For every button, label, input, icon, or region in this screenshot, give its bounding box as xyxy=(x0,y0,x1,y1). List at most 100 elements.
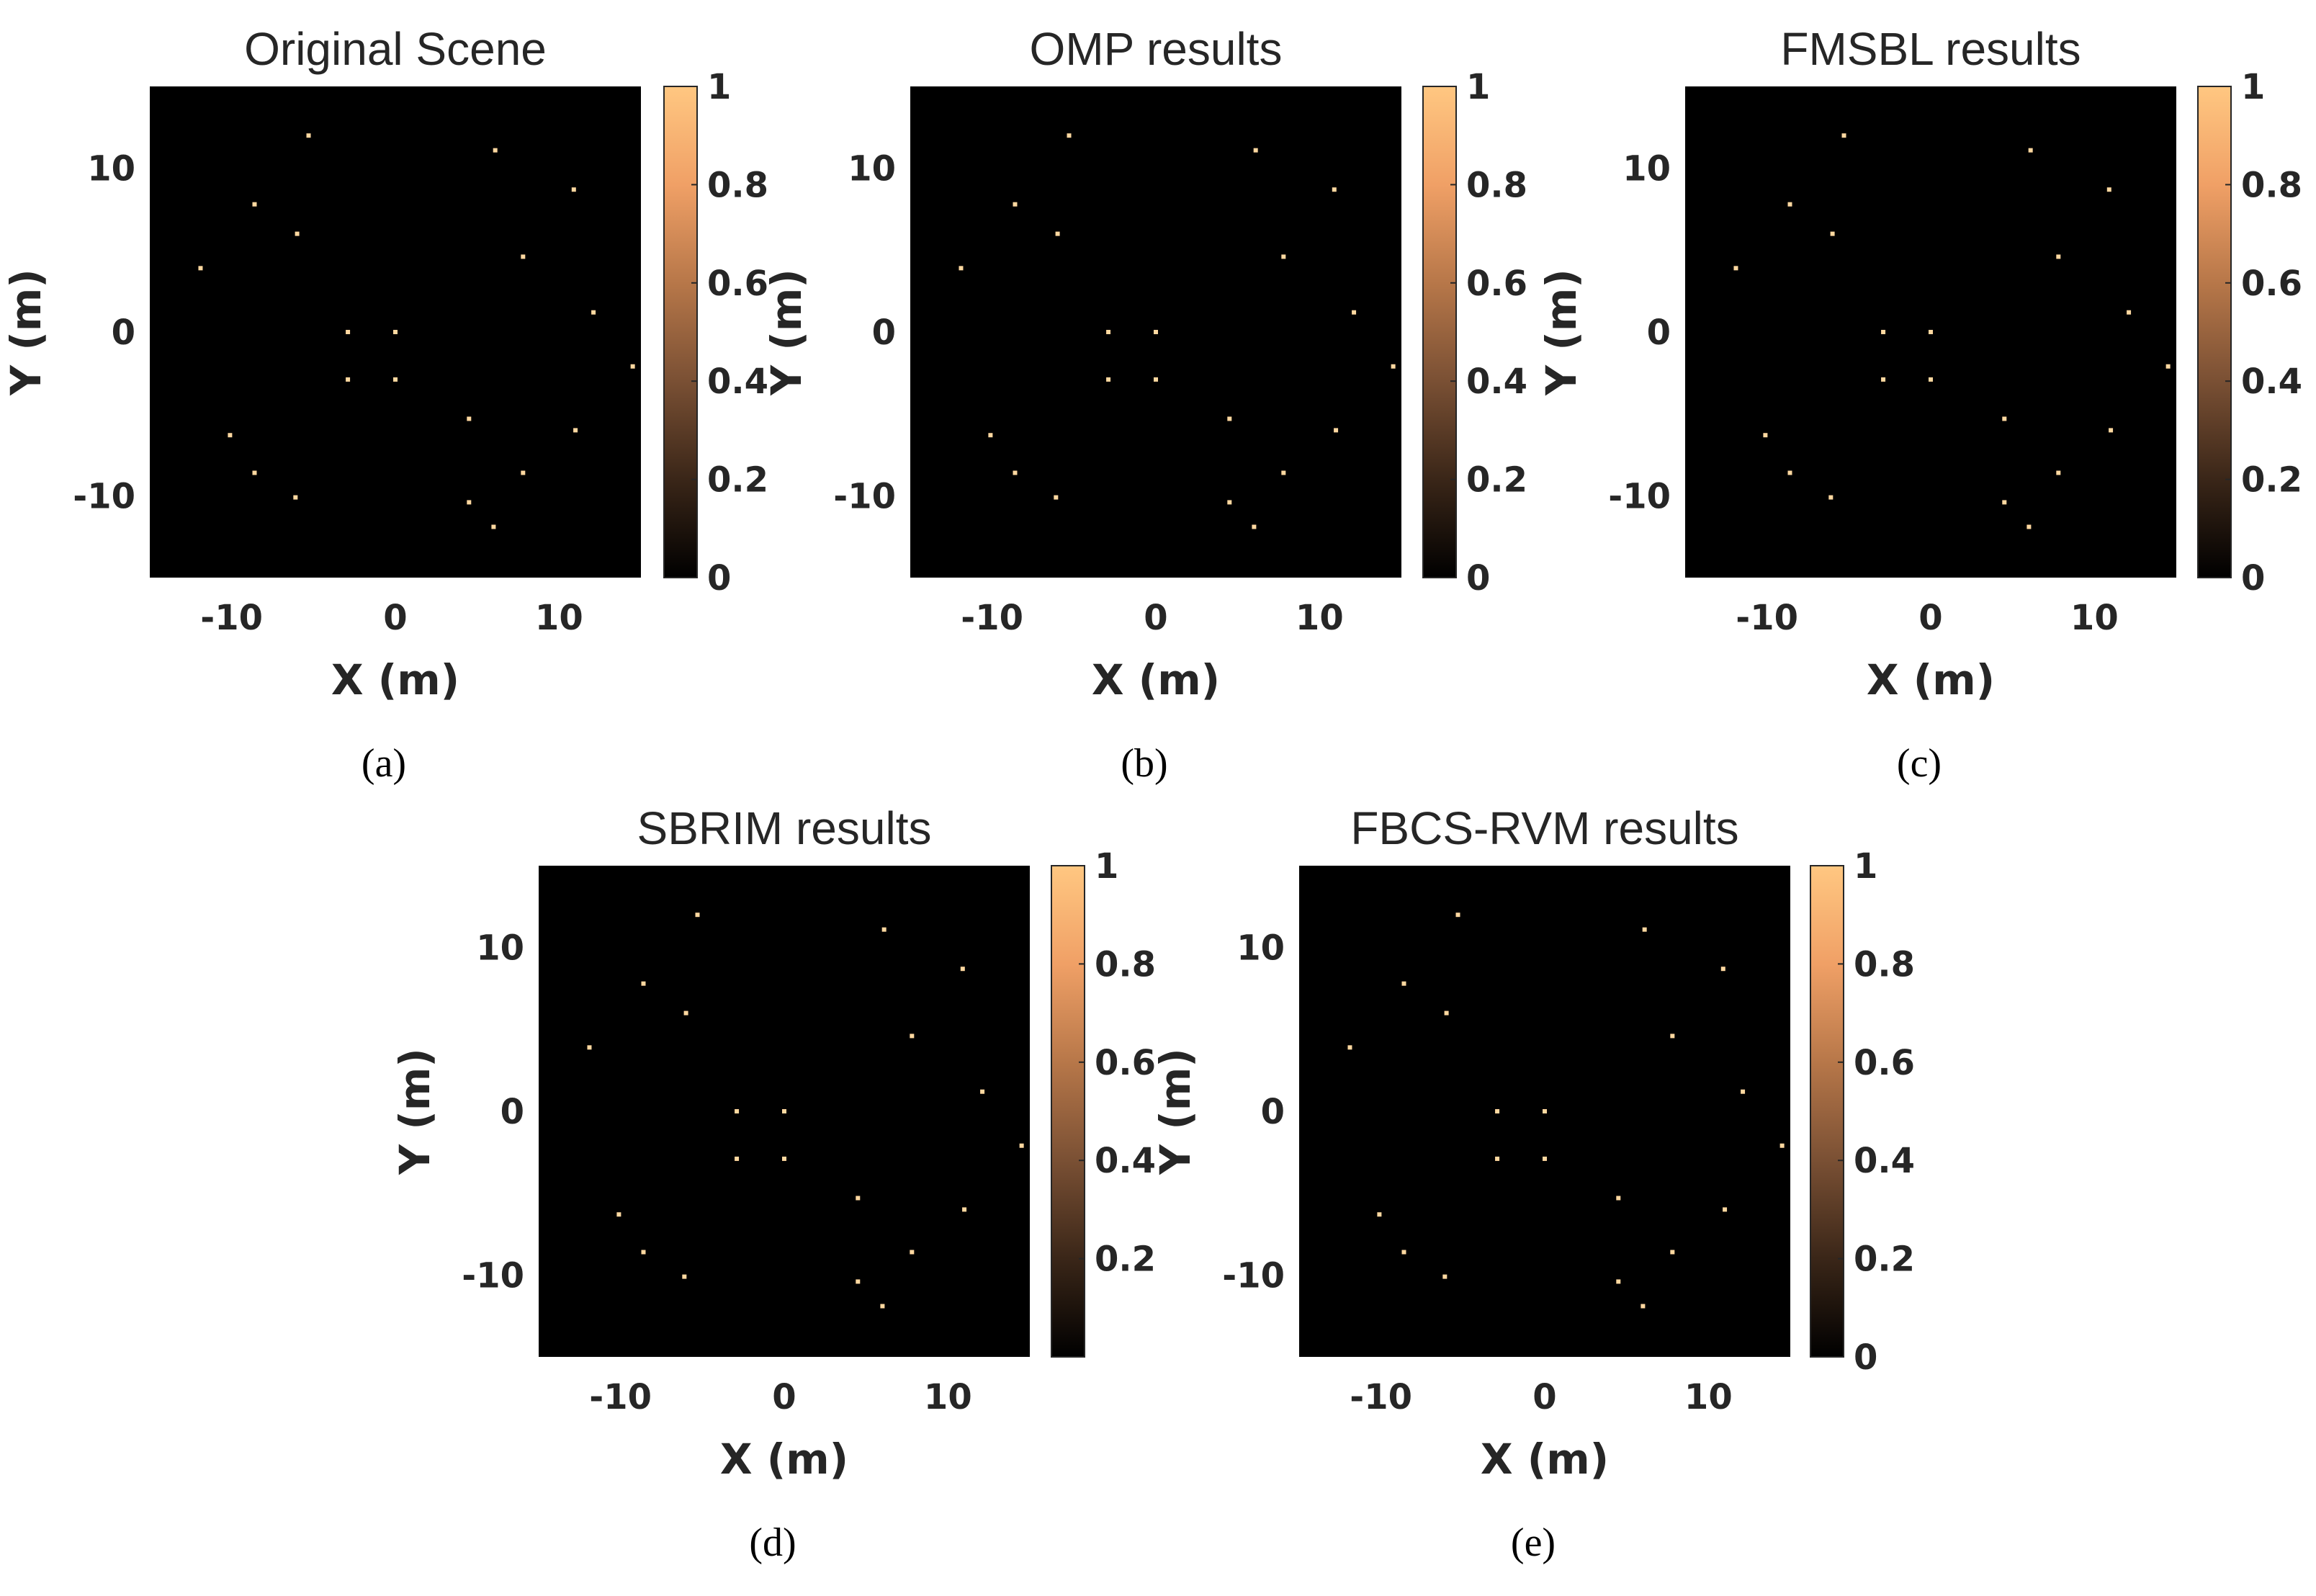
data-point xyxy=(252,470,257,475)
data-point xyxy=(962,1207,967,1212)
data-point xyxy=(960,967,965,972)
data-point xyxy=(1377,1212,1382,1217)
data-point xyxy=(1779,1143,1785,1148)
data-point xyxy=(988,433,993,438)
panel-2: OMP results -10 0 10 10 0 -10 X (m) Y (m) 1 0.8 0.6… xyxy=(762,23,1527,786)
data-point xyxy=(1720,967,1725,972)
y-axis-label: Y (m) xyxy=(762,269,811,396)
x-tick-label: -10 xyxy=(961,598,1023,638)
data-point xyxy=(1929,377,1933,382)
data-point xyxy=(1495,1156,1500,1161)
data-point xyxy=(881,927,887,932)
colorbar-tick-label: 0.8 xyxy=(707,165,768,205)
data-point xyxy=(1828,495,1834,500)
data-point xyxy=(198,266,203,271)
y-tick-label: 10 xyxy=(476,928,524,969)
data-point xyxy=(1106,377,1111,382)
data-point xyxy=(346,377,351,382)
scatter-points xyxy=(1733,133,2171,529)
colorbar-tick-label: 0.6 xyxy=(2241,264,2302,304)
data-point xyxy=(346,330,351,334)
x-axis-label: X (m) xyxy=(1481,1435,1609,1484)
colorbar-tick-label: 0.4 xyxy=(1466,362,1527,402)
x-tick-label: 0 xyxy=(772,1377,796,1417)
x-tick-label: -10 xyxy=(1736,598,1798,638)
colorbar-tick-label: 0.6 xyxy=(1854,1043,1915,1083)
data-point xyxy=(1281,254,1286,259)
x-axis-label: X (m) xyxy=(1867,655,1995,704)
data-point xyxy=(1347,1045,1352,1050)
colorbar-tick-label: 0.4 xyxy=(1854,1141,1915,1181)
data-point xyxy=(2028,148,2033,153)
y-tick-label: 0 xyxy=(1647,313,1671,353)
data-point xyxy=(252,202,257,207)
data-point xyxy=(1019,1143,1024,1148)
data-point xyxy=(1455,913,1460,918)
data-point xyxy=(2165,364,2171,369)
panel-caption: (e) xyxy=(1511,1520,1556,1565)
x-tick-label: 10 xyxy=(2070,598,2119,638)
colorbar-tick-label: 0.4 xyxy=(1095,1141,1156,1181)
panel-caption: (a) xyxy=(362,741,406,786)
colorbar-tick-label: 0.8 xyxy=(1095,944,1156,985)
data-point xyxy=(493,148,498,153)
data-point xyxy=(1067,133,1072,138)
data-point xyxy=(1787,202,1792,207)
y-tick-label: 10 xyxy=(1236,928,1285,969)
data-point xyxy=(587,1045,592,1050)
y-tick-label: 10 xyxy=(1622,149,1671,189)
x-tick-label: 0 xyxy=(383,598,407,638)
data-point xyxy=(228,433,233,438)
data-point xyxy=(1352,310,1357,315)
y-tick-label: 0 xyxy=(501,1092,524,1132)
data-point xyxy=(467,500,472,505)
data-point xyxy=(1252,524,1257,529)
x-tick-label: 0 xyxy=(1144,598,1167,638)
data-point xyxy=(1253,148,1258,153)
scatter-points xyxy=(587,913,1024,1309)
colorbar-tick-label: 0.8 xyxy=(1466,165,1527,205)
x-axis-label: X (m) xyxy=(1092,655,1220,704)
data-point xyxy=(1543,1109,1547,1113)
colorbar-tick-label: 0.2 xyxy=(1854,1239,1915,1280)
data-point xyxy=(959,266,964,271)
colorbar-tick-label: 0.2 xyxy=(1095,1239,1156,1280)
data-point xyxy=(1442,1274,1448,1279)
data-point xyxy=(521,254,526,259)
y-tick-label: -10 xyxy=(1222,1255,1285,1296)
data-point xyxy=(1616,1279,1621,1284)
chart-title: OMP results xyxy=(1030,23,1283,75)
y-tick-label: 10 xyxy=(87,149,135,189)
data-point xyxy=(2106,187,2111,192)
data-point xyxy=(1670,1250,1675,1255)
data-point xyxy=(641,981,646,986)
data-point xyxy=(641,1250,646,1255)
colorbar-tick-label: 0.8 xyxy=(2241,165,2302,205)
chart-title: FMSBL results xyxy=(1780,23,2081,75)
data-point xyxy=(1929,330,1933,334)
colorbar-tick-label: 1 xyxy=(2241,67,2265,107)
colorbar xyxy=(1422,86,1457,578)
colorbar-tick-label: 1 xyxy=(1095,846,1118,887)
y-tick-label: -10 xyxy=(462,1255,524,1296)
colorbar-tick-label: 1 xyxy=(707,67,731,107)
data-point xyxy=(1013,202,1018,207)
colorbar xyxy=(663,86,698,578)
y-axis-label: Y (m) xyxy=(1537,269,1586,396)
data-point xyxy=(293,495,298,500)
data-point xyxy=(591,310,596,315)
data-point xyxy=(910,1250,915,1255)
chart-title: Original Scene xyxy=(244,23,547,75)
data-point xyxy=(682,1274,687,1279)
data-point xyxy=(1881,330,1886,334)
y-tick-label: 0 xyxy=(872,313,896,353)
y-tick-label: 10 xyxy=(848,149,896,189)
chart-title: FBCS-RVM results xyxy=(1350,802,1738,854)
x-tick-label: 10 xyxy=(1684,1377,1733,1417)
data-point xyxy=(856,1196,861,1201)
data-point xyxy=(295,231,300,236)
y-axis-label: Y (m) xyxy=(1,269,50,396)
panel-caption: (b) xyxy=(1121,741,1167,786)
colorbar-tick-label: 0 xyxy=(2241,558,2265,598)
colorbar-tick-label: 0.6 xyxy=(707,264,768,304)
